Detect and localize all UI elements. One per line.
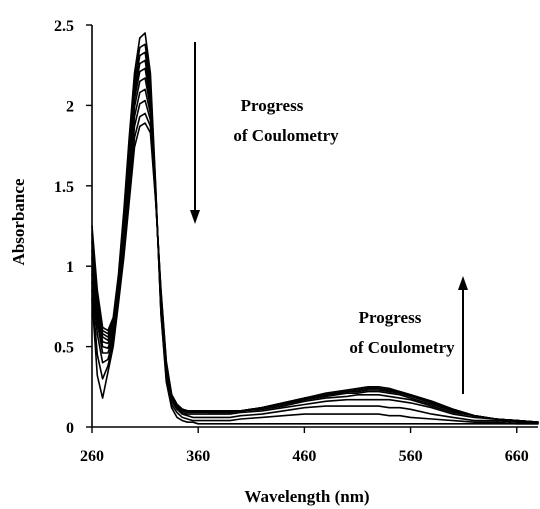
arrow-up-head-icon	[458, 276, 468, 290]
x-tick-label: 560	[399, 448, 423, 465]
y-tick-label: 0	[66, 420, 74, 437]
spectrum-line-1	[91, 32, 539, 425]
spectrum-line-10	[91, 122, 539, 424]
x-tick-label: 660	[505, 448, 529, 465]
annotation-bottom: Progress of Coulometry	[349, 276, 468, 394]
x-tick-label: 460	[292, 448, 316, 465]
annotation-top-line1: Progress	[241, 96, 304, 115]
y-tick-label: 2.5	[54, 18, 74, 35]
y-tick-label: 1.5	[54, 179, 74, 196]
spectrum-line-3	[91, 51, 539, 424]
x-axis-title: Wavelength (nm)	[244, 487, 369, 506]
annotation-top-line2: of Coulometry	[233, 126, 339, 145]
series-group	[91, 32, 539, 425]
y-tick-label: 0.5	[54, 340, 74, 357]
x-tick-label: 260	[80, 448, 104, 465]
x-ticks: 260 360 460 560 660	[80, 427, 529, 465]
axes-group: 260 360 460 560 660 0 0.5 1 1.5 2 2.5	[54, 18, 538, 465]
spectrum-line-2	[91, 43, 539, 425]
y-ticks: 0 0.5 1 1.5 2 2.5	[54, 18, 92, 437]
y-tick-label: 1	[66, 259, 74, 276]
spectrum-line-4	[91, 59, 539, 424]
y-tick-label: 2	[66, 98, 74, 115]
annotation-bottom-line1: Progress	[359, 308, 422, 327]
x-tick-label: 360	[186, 448, 210, 465]
y-axis-title: Absorbance	[9, 178, 28, 265]
annotation-top: Progress of Coulometry	[190, 42, 339, 224]
arrow-down-head-icon	[190, 210, 200, 224]
annotation-bottom-line2: of Coulometry	[349, 338, 455, 357]
